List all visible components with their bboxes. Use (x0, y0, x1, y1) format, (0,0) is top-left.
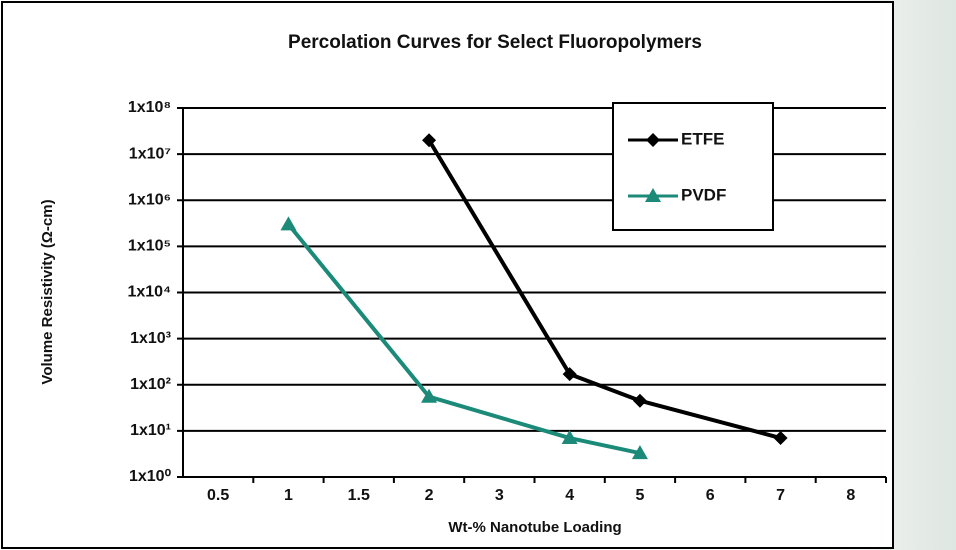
y-tick-label: 1x10⁰ (129, 468, 172, 485)
y-tick-label: 1x10² (130, 376, 171, 393)
x-axis-label: Wt-% Nanotube Loading (448, 519, 621, 536)
x-tick-label: 8 (846, 487, 855, 504)
y-tick-label: 1x10³ (130, 330, 171, 347)
legend-label: PVDF (681, 185, 726, 204)
y-tick-label: 1x10⁵ (128, 238, 171, 255)
y-axis-label: Volume Resistivity (Ω-cm) (39, 199, 56, 384)
y-tick-label: 1x10⁸ (128, 99, 171, 116)
chart-frame (2, 2, 893, 548)
x-tick-label: 6 (706, 487, 715, 504)
y-tick-label: 1x10⁴ (127, 284, 171, 301)
y-tick-label: 1x10⁷ (129, 145, 171, 162)
x-tick-label: 7 (776, 487, 785, 504)
y-tick-label: 1x10¹ (130, 422, 171, 439)
x-tick-label: 0.5 (207, 487, 229, 504)
legend-box (613, 103, 773, 230)
chart: Percolation Curves for Select Fluoropoly… (0, 0, 956, 550)
x-tick-label: 1 (284, 487, 293, 504)
x-tick-label: 2 (425, 487, 434, 504)
x-tick-label: 1.5 (348, 487, 370, 504)
legend-label: ETFE (681, 129, 724, 148)
chart-title: Percolation Curves for Select Fluoropoly… (288, 32, 702, 53)
page: Percolation Curves for Select Fluoropoly… (0, 0, 956, 550)
x-tick-label: 3 (495, 487, 504, 504)
y-tick-label: 1x10⁶ (128, 191, 171, 208)
x-tick-label: 5 (635, 487, 644, 504)
x-tick-label: 4 (565, 487, 574, 504)
